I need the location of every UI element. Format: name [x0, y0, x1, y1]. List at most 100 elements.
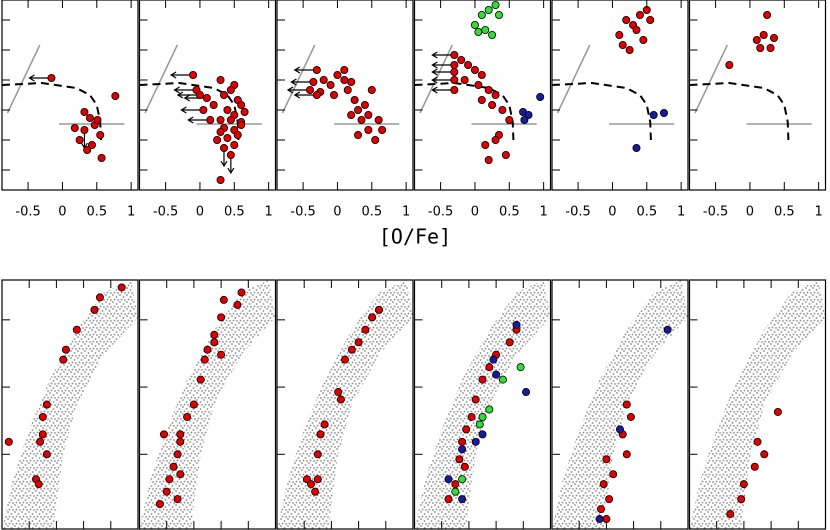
panel-frame — [688, 0, 827, 191]
point — [320, 420, 329, 429]
point — [83, 145, 92, 154]
point — [488, 101, 497, 110]
point — [471, 395, 480, 404]
point — [80, 126, 89, 135]
point — [316, 430, 325, 439]
point — [217, 350, 226, 359]
model-line — [552, 81, 652, 141]
point — [491, 91, 500, 100]
point — [756, 44, 765, 53]
point — [313, 450, 322, 459]
panel — [414, 1, 545, 164]
point — [489, 355, 498, 364]
point — [378, 126, 387, 135]
point — [481, 25, 490, 34]
background-stars — [552, 280, 688, 529]
x-tick-label: 1 — [814, 205, 822, 220]
point — [223, 106, 232, 115]
point — [173, 495, 182, 504]
x-tick-label: 1 — [264, 205, 272, 220]
point — [312, 91, 321, 100]
point — [169, 462, 178, 471]
x-tick-label: 1 — [402, 205, 410, 220]
point — [769, 34, 778, 43]
background-stars — [689, 280, 826, 529]
point — [498, 106, 507, 115]
point — [203, 345, 212, 354]
point — [478, 412, 487, 421]
point — [450, 76, 459, 85]
point — [311, 487, 320, 496]
point — [474, 27, 483, 36]
point — [173, 450, 182, 459]
point — [189, 400, 198, 409]
point — [312, 66, 321, 75]
point — [354, 338, 363, 347]
panel-frame — [276, 0, 414, 191]
point — [340, 76, 349, 85]
point — [520, 116, 529, 125]
point — [347, 78, 356, 87]
point — [374, 116, 383, 125]
point — [340, 66, 349, 75]
x-tick-label: 0.5 — [86, 205, 107, 220]
x-tick-label: -0.5 — [153, 205, 178, 220]
background-stars — [139, 280, 276, 529]
model-line — [556, 44, 591, 114]
panel — [689, 280, 826, 529]
x-tick-label: 0.5 — [499, 205, 520, 220]
point — [319, 76, 328, 85]
point — [595, 515, 604, 524]
point — [622, 15, 631, 24]
point — [95, 293, 104, 302]
x-tick-label: -0.5 — [290, 205, 315, 220]
point — [458, 475, 467, 484]
point — [70, 124, 79, 133]
model-line — [6, 44, 41, 114]
point — [230, 140, 239, 149]
x-tick-label: 0 — [333, 205, 341, 220]
point — [96, 130, 105, 139]
panel-frame — [413, 0, 552, 191]
point — [4, 437, 13, 446]
point — [219, 91, 228, 100]
panel — [552, 280, 688, 529]
point — [750, 462, 759, 471]
model-line — [144, 44, 178, 114]
point — [38, 430, 47, 439]
point — [451, 487, 460, 496]
x-tick-label: -0.5 — [15, 205, 40, 220]
point — [368, 313, 377, 322]
point — [494, 10, 503, 19]
point — [478, 430, 487, 439]
panel-frame — [551, 0, 689, 191]
point — [602, 455, 611, 464]
point — [159, 430, 168, 439]
point — [622, 400, 631, 409]
point — [237, 101, 246, 110]
point — [626, 412, 635, 421]
point — [481, 140, 490, 149]
point — [90, 305, 99, 314]
point — [766, 44, 775, 53]
point — [334, 388, 343, 397]
point — [87, 140, 96, 149]
point — [216, 76, 225, 85]
panel-frame — [276, 279, 414, 530]
point — [237, 288, 246, 297]
panel — [139, 44, 262, 184]
point — [330, 91, 339, 100]
point — [176, 437, 185, 446]
point — [659, 109, 668, 118]
point — [753, 437, 762, 446]
panel-frame — [1, 279, 139, 530]
point — [505, 116, 514, 125]
x-tick-label: -0.5 — [428, 205, 453, 220]
panel-frame — [1, 0, 139, 191]
point — [484, 155, 493, 164]
point — [471, 437, 480, 446]
point — [485, 405, 494, 414]
point — [615, 30, 624, 39]
point — [477, 96, 486, 105]
point — [450, 51, 459, 60]
